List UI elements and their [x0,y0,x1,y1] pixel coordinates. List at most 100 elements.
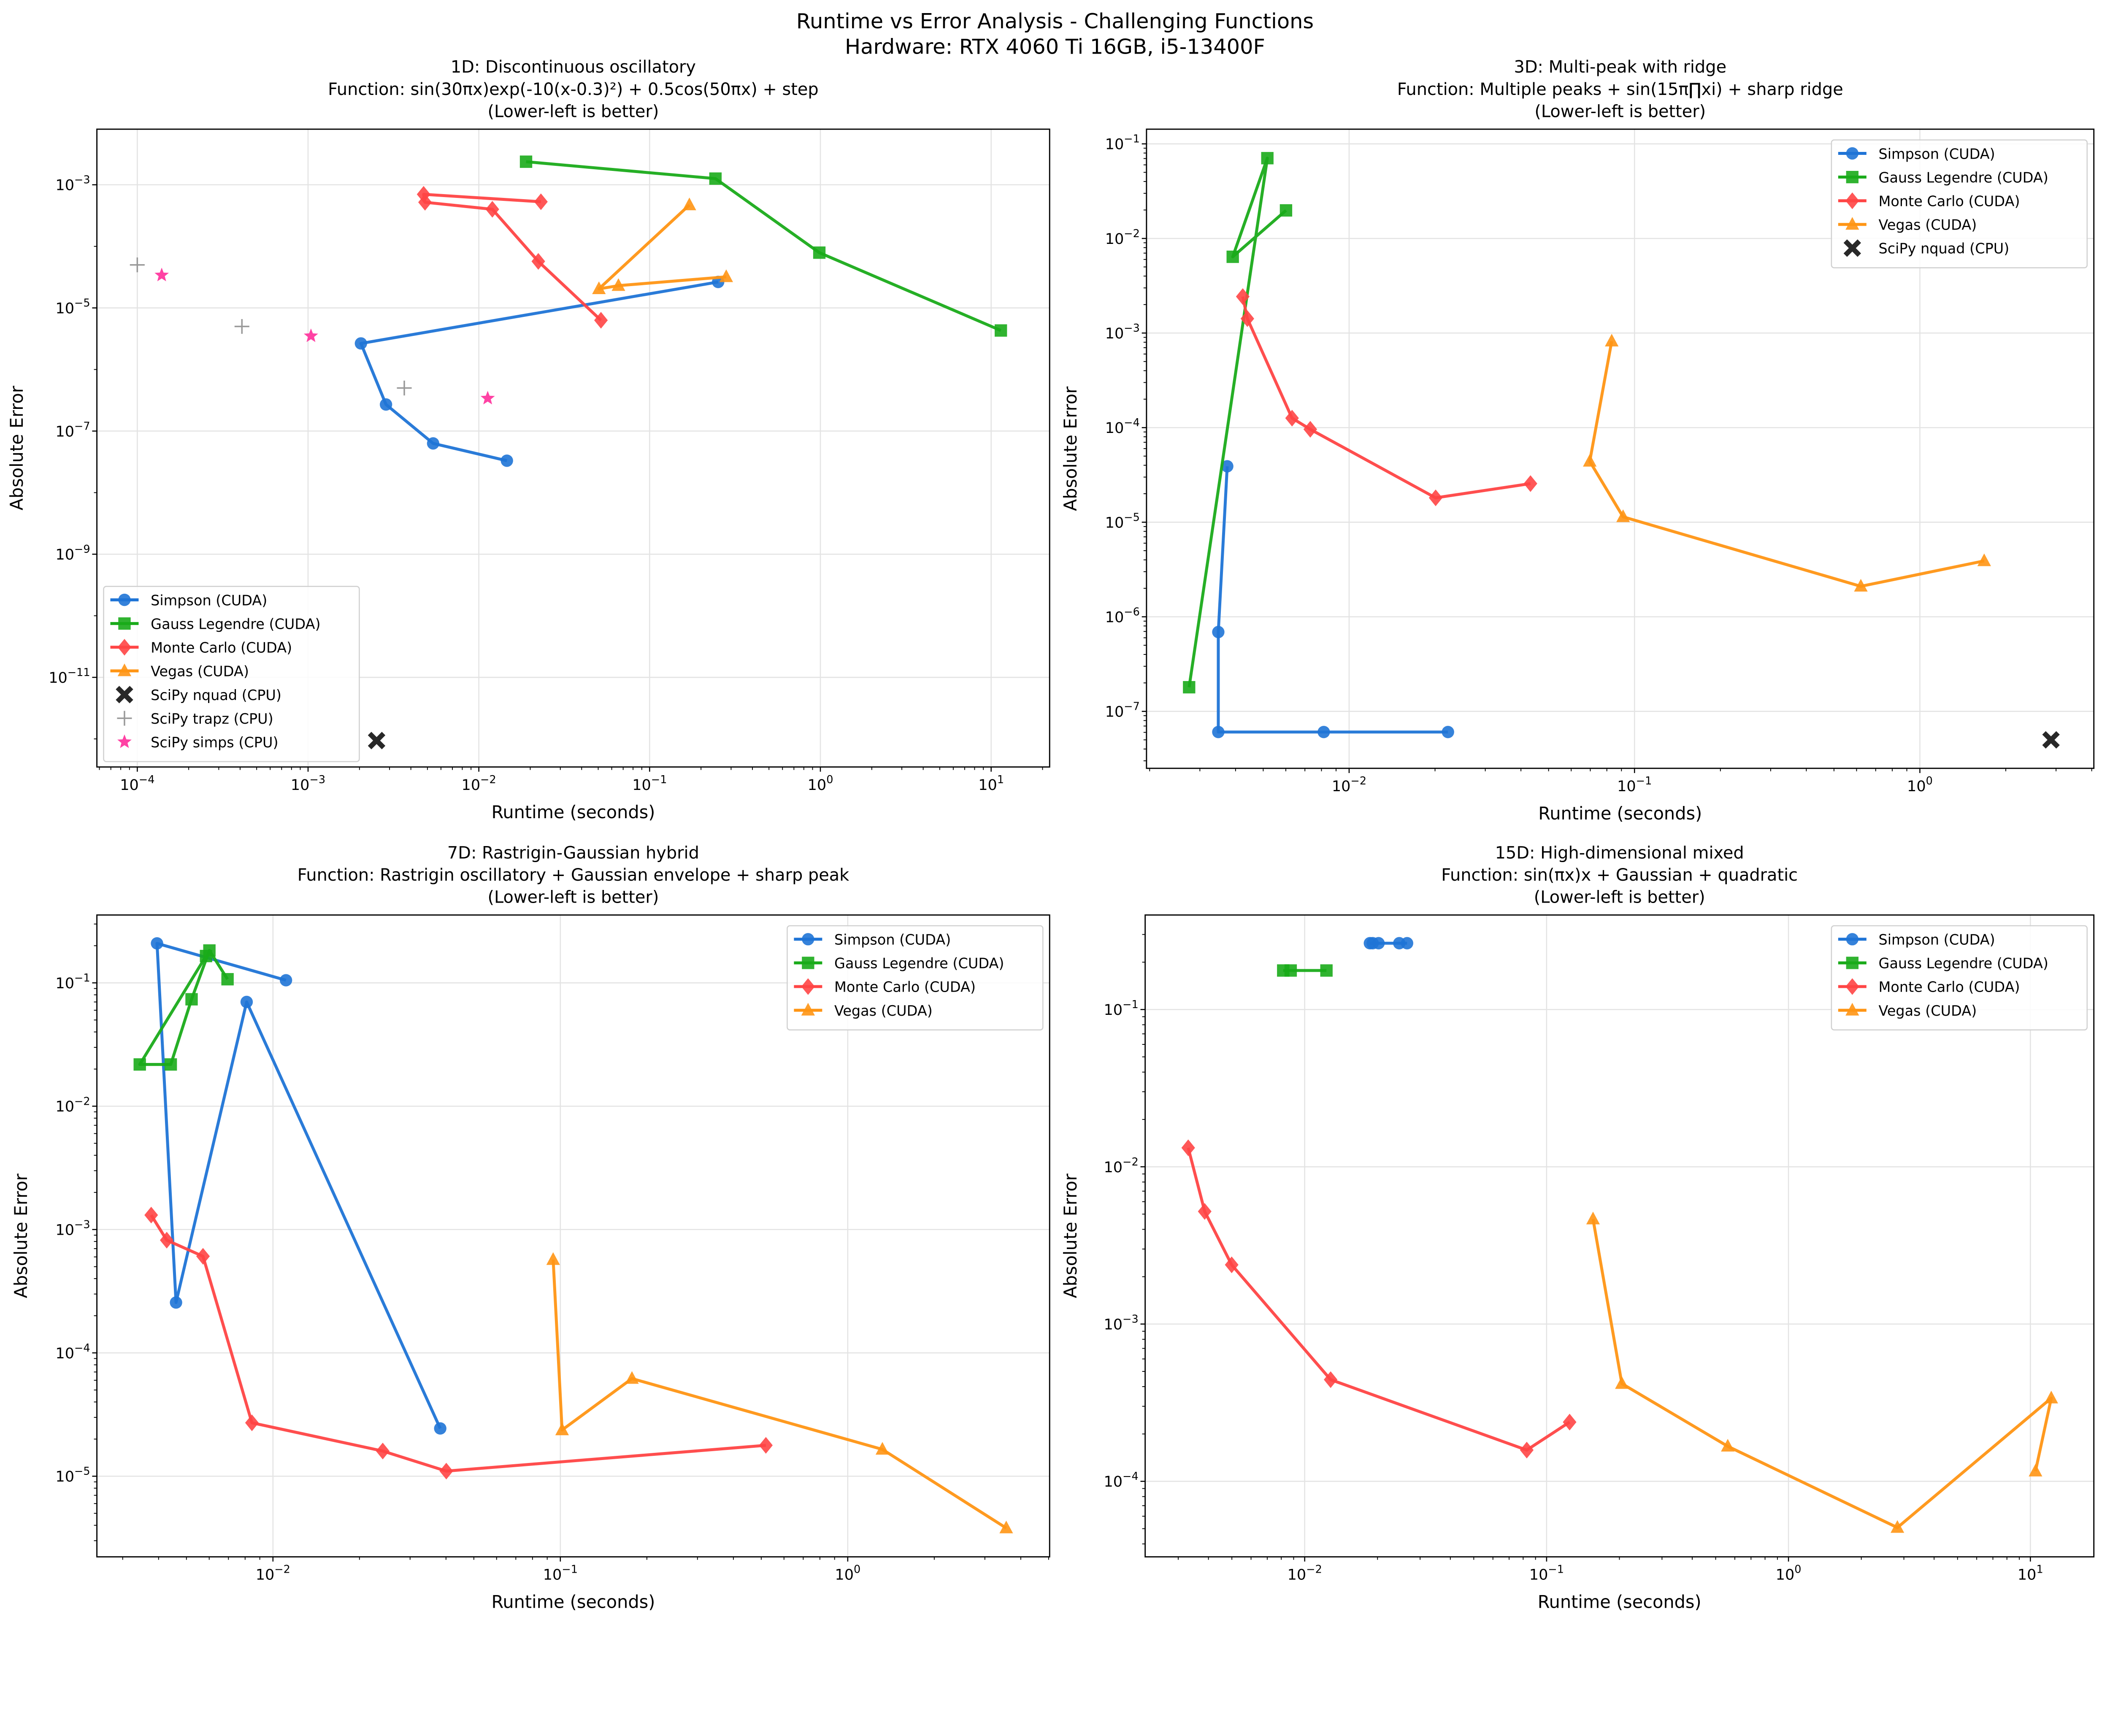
y-tick-exponent: −6 [1124,606,1140,618]
y-tick-exponent: −4 [74,1342,90,1355]
y-tick-label: 10−2 [1104,1156,1138,1176]
legend-item: Monte Carlo (CUDA) [794,978,976,995]
data-point [170,1296,182,1309]
x-tick-exponent: 1 [2036,1563,2043,1576]
data-point [1212,726,1225,738]
x-tick-exponent: −1 [562,1563,578,1576]
data-point [813,246,826,259]
data-point [144,1206,158,1224]
data-point [546,1252,560,1265]
x-tick-label: 10−4 [120,773,154,794]
data-point [519,155,533,168]
legend-marker-triangle-icon [117,663,132,676]
plot-area [1181,937,2058,1533]
legend-item: Simpson (CUDA) [110,592,267,608]
data-point [376,1442,390,1460]
x-tick-label: 10−2 [462,773,496,794]
y-tick-label: 10−3 [55,174,90,194]
data-point [303,328,318,342]
series-line [597,204,727,291]
legend-label: SciPy nquad (CPU) [1879,241,2010,257]
legend-item: Vegas (CUDA) [1838,217,1977,233]
subplot-title-line-2: Function: sin(30πx)exp(-10(x-0.3)²) + 0.… [328,80,819,99]
y-axis-label: Absolute Error [11,1173,31,1298]
data-point [555,1422,569,1436]
y-tick-label: 10−3 [55,1219,90,1239]
y-tick-exponent: −2 [1123,1156,1139,1168]
legend-frame [1831,139,2088,268]
legend: Simpson (CUDA) Gauss Legendre (CUDA) Monte… [1831,925,2088,1030]
subplot-title-line-3: (Lower-left is better) [1534,102,1706,121]
series-line [150,1214,766,1473]
data-point [759,1437,773,1454]
series-line [1217,466,1448,734]
x-tick-exponent: −2 [274,1563,290,1576]
y-tick-exponent: −4 [1124,416,1140,429]
legend-marker-square-icon [802,957,814,969]
series-vegas-cuda [1583,333,1991,592]
series-vegas-cuda [592,197,733,295]
data-point [164,1058,177,1071]
legend-item: Monte Carlo (CUDA) [1838,192,2020,210]
data-point [221,973,234,986]
data-point [2042,731,2060,749]
x-tick-label: 10−1 [1529,1563,1564,1584]
data-point [719,269,733,282]
legend-marker-square-icon [118,617,131,630]
y-tick-exponent: −11 [68,666,90,679]
data-point [1212,626,1225,638]
data-point [1372,937,1385,949]
legend-label: Simpson (CUDA) [151,592,267,608]
y-tick-label: 10−6 [1105,606,1140,626]
subplot-title-line-3: (Lower-left is better) [487,888,659,907]
subplot-title-line-1: 7D: Rastrigin-Gaussian hybrid [447,843,699,863]
data-point [368,732,386,749]
data-point [196,1248,210,1265]
data-point [534,193,548,210]
axes-frame [1144,914,2095,1558]
x-tick-label: 100 [1907,775,1933,795]
y-tick-exponent: −1 [1124,133,1140,146]
series-gauss-legendre-cuda [1277,964,1333,977]
data-point [1285,410,1299,427]
data-point [611,278,625,291]
y-tick-exponent: −2 [1124,227,1140,240]
series-monte-carlo-cuda [144,1206,773,1480]
x-tick-label: 10−3 [291,773,325,794]
x-tick-label: 10−1 [1617,775,1652,795]
axes-frame [96,914,1050,1558]
legend-item: Monte Carlo (CUDA) [1838,978,2020,995]
data-point [1284,964,1297,977]
data-point [682,197,696,211]
legend-item: Simpson (CUDA) [1838,146,1995,162]
series-line [1241,296,1531,500]
y-tick-label: 10−4 [1105,416,1140,437]
series-line [1588,341,1985,588]
series-simpson-cuda [1363,937,1413,949]
series-scipy-simps-cpu [154,268,495,405]
data-point [1261,152,1274,165]
legend-label: Gauss Legendre (CUDA) [834,955,1004,972]
data-point [234,319,249,334]
legend-label: Monte Carlo (CUDA) [1879,979,2020,995]
axes-frame [1146,128,2095,769]
data-point [1428,489,1443,506]
legend-label: Monte Carlo (CUDA) [834,979,976,995]
x-tick-exponent: −2 [1350,775,1366,787]
legend-item: Vegas (CUDA) [794,1003,933,1019]
data-point [240,995,253,1009]
legend-item: Vegas (CUDA) [1838,1003,1977,1019]
x-tick-exponent: 0 [1794,1563,1801,1576]
x-tick-label: 10−1 [543,1563,578,1584]
x-tick-exponent: −1 [1636,775,1652,787]
x-tick-label: 10−2 [256,1563,290,1584]
data-point [592,281,606,295]
data-point [1320,964,1333,977]
legend-marker-circle-icon [118,593,131,606]
data-point [709,172,722,185]
data-point [133,1058,146,1071]
figure-title-line2: Hardware: RTX 4060 Ti 16GB, i5-13400F [845,35,1265,59]
figure-title-line1: Runtime vs Error Analysis - Challenging … [796,9,1314,33]
series-line [552,1259,1007,1530]
data-point [1198,1203,1212,1220]
